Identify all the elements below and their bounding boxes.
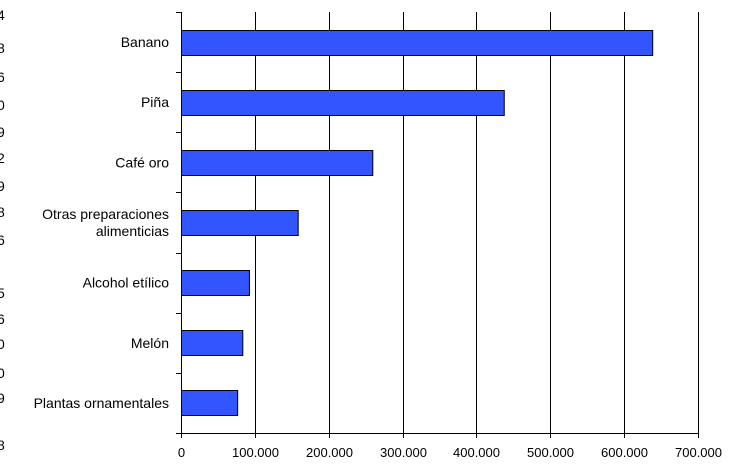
- clipped-digit-3: 0: [0, 97, 5, 113]
- bar-6: [181, 390, 239, 416]
- clipped-digit-11: 0: [0, 336, 5, 352]
- x-tick-label-2: 200.000: [306, 445, 353, 460]
- x-tick-label-0: 0: [178, 445, 185, 460]
- x-tick-label-4: 400.000: [453, 445, 500, 460]
- category-label-6: Plantas ornamentales: [34, 395, 169, 411]
- x-tick-label-5: 500.000: [527, 445, 574, 460]
- category-label-5: Melón: [131, 335, 169, 351]
- category-label-1: Piña: [141, 94, 169, 110]
- clipped-digit-2: 6: [0, 69, 5, 85]
- bar-2: [181, 150, 374, 176]
- bar-4: [181, 270, 250, 296]
- x-tick-label-6: 600.000: [601, 445, 648, 460]
- bar-1: [181, 90, 505, 116]
- clipped-digit-1: 8: [0, 40, 5, 56]
- category-label-3: Otras preparaciones alimenticias: [42, 206, 169, 239]
- x-tick-label-1: 100.000: [232, 445, 279, 460]
- clipped-digit-6: 9: [0, 178, 5, 194]
- clipped-digit-8: 6: [0, 232, 5, 248]
- category-label-0: Banano: [121, 34, 169, 50]
- category-label-4: Alcohol etílico: [83, 275, 170, 291]
- clipped-digit-0: 4: [0, 7, 5, 23]
- clipped-digit-13: 9: [0, 390, 5, 406]
- bar-3: [181, 210, 299, 236]
- clipped-digit-7: 8: [0, 204, 5, 220]
- category-label-2: Café oro: [115, 154, 169, 170]
- bar-5: [181, 330, 244, 356]
- clipped-digit-9: 5: [0, 285, 5, 301]
- clipped-digit-12: 0: [0, 365, 5, 381]
- clipped-digit-5: 2: [0, 150, 5, 166]
- clipped-digit-14: 8: [0, 437, 5, 453]
- clipped-digit-4: 9: [0, 124, 5, 140]
- x-tick-label-3: 300.000: [380, 445, 427, 460]
- x-tick-label-7: 700.000: [675, 445, 722, 460]
- clipped-digit-10: 6: [0, 311, 5, 327]
- bar-0: [181, 30, 654, 56]
